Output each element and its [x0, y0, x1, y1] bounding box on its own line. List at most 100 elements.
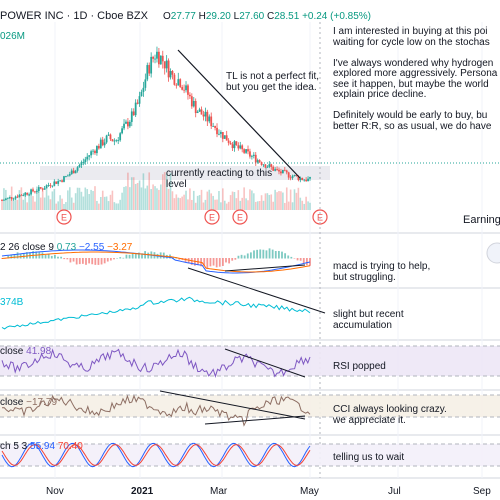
macd-histogram-bar — [72, 258, 75, 262]
candle-body — [219, 132, 222, 134]
macd-note: macd is trying to help, but struggling. — [333, 261, 431, 283]
support-band — [40, 166, 330, 180]
volume-bar — [256, 201, 259, 210]
volume-bar — [189, 188, 191, 210]
candle-body — [115, 140, 118, 142]
volume-bar — [237, 190, 240, 210]
axis-label-mar: Mar — [210, 486, 228, 497]
candle-body — [92, 150, 94, 152]
volume-bar — [268, 194, 271, 210]
candle-body — [245, 149, 247, 153]
candle-body — [169, 71, 172, 78]
macd-histogram-bar — [256, 249, 259, 259]
volume-bar — [101, 190, 104, 210]
volume-bar — [26, 202, 28, 210]
volume-bar — [264, 193, 267, 210]
macd-histogram-bar — [209, 258, 212, 267]
volume-bar — [305, 196, 307, 210]
macd-histogram-bar — [69, 258, 72, 263]
macd-histogram-bar — [13, 254, 16, 259]
volume-bar — [125, 186, 127, 210]
candle-body — [16, 196, 19, 198]
macd-histogram-bar — [103, 258, 106, 264]
macd-histogram-bar — [78, 258, 81, 265]
candle-body — [291, 176, 294, 178]
macd-histogram-bar — [246, 253, 249, 259]
candle-body — [119, 133, 122, 141]
candle-body — [295, 175, 298, 177]
volume-bar — [76, 187, 79, 210]
candle-body — [65, 176, 67, 177]
volume-bar — [289, 189, 292, 210]
candle-body — [70, 170, 73, 175]
candle-body — [96, 145, 98, 154]
volume-bar — [212, 195, 214, 210]
volume-bar — [187, 199, 189, 210]
candle-body — [47, 185, 50, 186]
macd-histogram-bar — [32, 251, 35, 259]
macd-histogram-bar — [109, 258, 112, 261]
candle-body — [229, 142, 232, 145]
trendline-cci-upper — [159, 390, 306, 420]
candle-body — [274, 169, 277, 171]
macd-histogram-bar — [206, 258, 209, 269]
macd-histogram-bar — [284, 253, 287, 259]
candle-body — [293, 175, 296, 177]
candle-body — [196, 111, 199, 114]
volume-bar — [129, 187, 131, 210]
stoch-label: ch 5 3 — [0, 441, 28, 452]
volume-bar — [297, 187, 300, 210]
candle-body — [198, 109, 201, 112]
candle-body — [103, 142, 106, 146]
macd-histogram-bar — [85, 258, 87, 265]
macd-histogram-bar — [221, 258, 224, 266]
candle-body — [272, 166, 275, 171]
candle-body — [171, 71, 174, 75]
macd-histogram-bar — [218, 258, 221, 267]
volume-bar — [98, 203, 100, 210]
axis-label-sep: Sep — [473, 486, 491, 497]
volume-bar — [270, 194, 273, 210]
volume-bar — [160, 184, 162, 210]
volume-bar — [254, 201, 257, 210]
volume-bar — [117, 203, 120, 210]
volume-bar — [34, 201, 36, 210]
volume-bar — [239, 200, 242, 210]
candle-body — [37, 187, 40, 192]
macd-histogram-bar — [162, 252, 165, 259]
obv-line — [1, 296, 311, 330]
macd-histogram-bar — [137, 252, 140, 259]
volume-bar — [183, 194, 185, 210]
volume-bar — [278, 191, 280, 210]
volume-bar — [214, 199, 216, 210]
change-value: +0.24 (+0.85%) — [302, 11, 371, 22]
candle-body — [113, 140, 116, 142]
candle-body — [285, 170, 288, 173]
candle-body — [190, 96, 193, 107]
volume-bar — [84, 187, 87, 210]
volume-bar — [14, 198, 17, 210]
volume-bar — [202, 202, 205, 210]
volume-bar — [165, 173, 168, 210]
macd-histogram-bar — [113, 258, 115, 260]
volume-bar — [103, 196, 106, 210]
volume-bar — [107, 201, 110, 210]
volume-bar — [12, 200, 15, 210]
candle-body — [266, 166, 269, 168]
candle-body — [109, 134, 112, 140]
volume-bar — [68, 187, 71, 210]
volume-bar — [233, 192, 236, 210]
candle-body — [208, 116, 211, 122]
volume-bar — [109, 194, 112, 210]
volume-bar — [225, 203, 228, 210]
candle-body — [90, 151, 93, 156]
volume-bar — [196, 195, 199, 210]
macd-histogram-bar — [290, 256, 293, 259]
macd-histogram-bar — [225, 258, 227, 263]
macd-histogram-bar — [305, 258, 308, 266]
macd-histogram-bar — [75, 258, 78, 265]
candle-body — [249, 151, 251, 157]
candle-body — [167, 60, 170, 78]
candle-body — [223, 135, 226, 139]
candle-body — [268, 164, 271, 167]
